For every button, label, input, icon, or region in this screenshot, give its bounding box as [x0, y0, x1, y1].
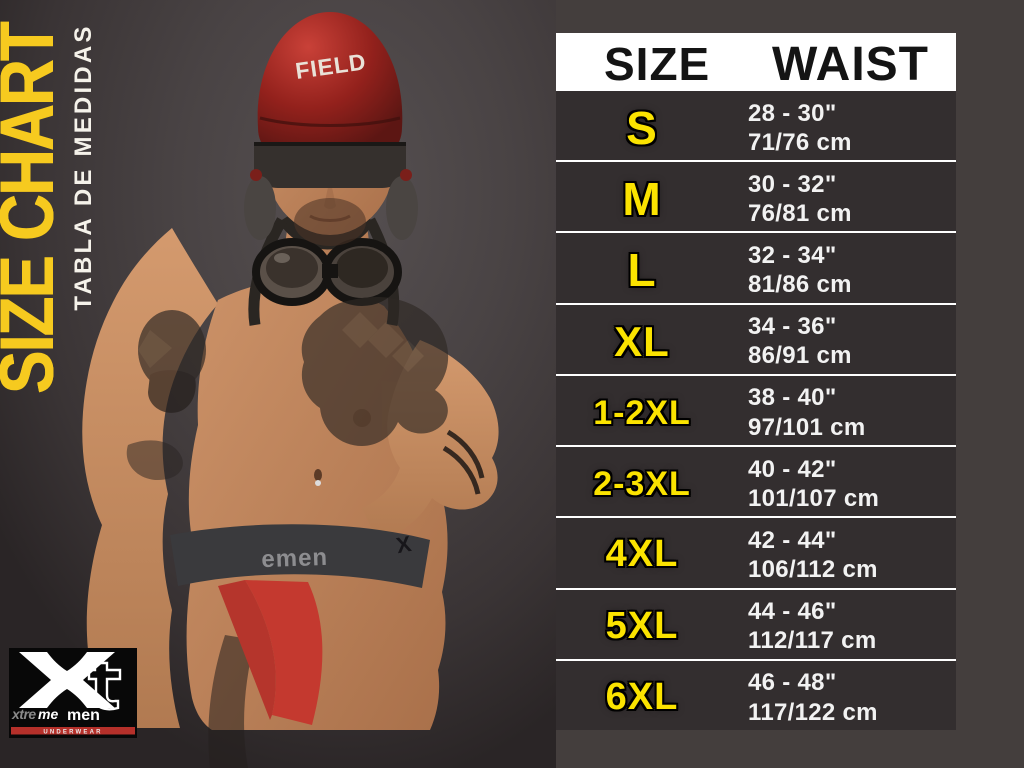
svg-text:men: men: [67, 707, 100, 724]
svg-text:emen: emen: [261, 544, 329, 573]
svg-text:me: me: [38, 706, 58, 722]
svg-text:xtre: xtre: [11, 706, 36, 722]
svg-text:UNDERWEAR: UNDERWEAR: [43, 729, 102, 735]
